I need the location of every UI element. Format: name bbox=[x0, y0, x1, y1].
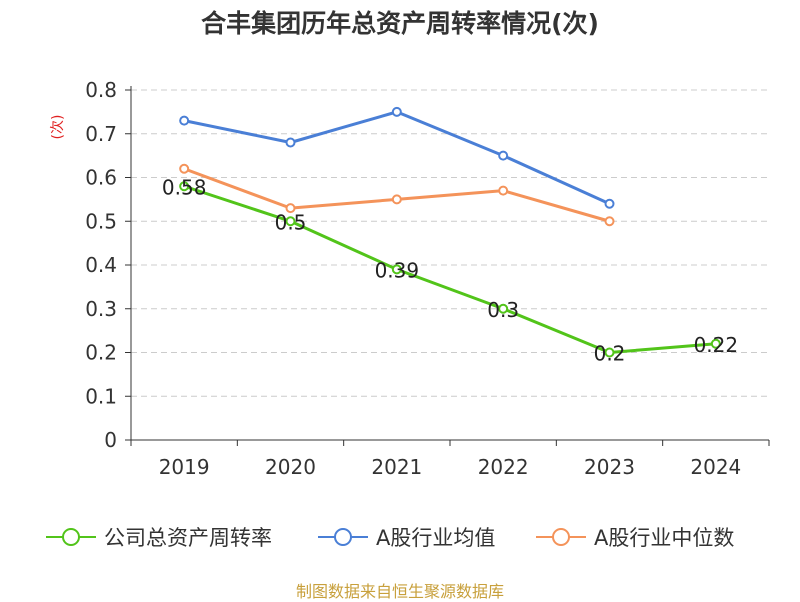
data-point bbox=[498, 303, 509, 314]
data-point bbox=[285, 203, 296, 214]
data-point bbox=[285, 137, 296, 148]
y-tick-label: 0 bbox=[104, 428, 117, 452]
data-label: 0.58 bbox=[162, 175, 207, 199]
x-tick-label: 2019 bbox=[159, 455, 210, 479]
data-label: 0.2 bbox=[594, 342, 626, 366]
y-tick-label: 0.6 bbox=[85, 166, 117, 190]
x-tick-label: 2022 bbox=[478, 455, 529, 479]
legend-item-company[interactable]: 公司总资产周转率 bbox=[46, 519, 272, 555]
data-label: 0.39 bbox=[375, 258, 420, 282]
data-label: 0.22 bbox=[694, 333, 739, 357]
data-point bbox=[604, 198, 615, 209]
data-point bbox=[498, 185, 509, 196]
legend: 公司总资产周转率 A股行业均值 A股行业中位数 bbox=[0, 519, 800, 555]
data-point bbox=[391, 264, 402, 275]
legend-marker-icon bbox=[536, 528, 586, 546]
y-tick-label: 0.7 bbox=[85, 122, 117, 146]
data-point bbox=[710, 338, 721, 349]
legend-label-industry-mean: A股行业均值 bbox=[376, 526, 496, 550]
data-point bbox=[604, 216, 615, 227]
series-line-1 bbox=[183, 110, 611, 206]
y-tick-label: 0.5 bbox=[85, 209, 117, 233]
y-tick-label: 0.3 bbox=[85, 297, 117, 321]
data-point bbox=[285, 216, 296, 227]
y-axis-label: (次) bbox=[50, 115, 66, 140]
data-point bbox=[498, 150, 509, 161]
legend-marker-icon bbox=[46, 528, 96, 546]
data-point bbox=[391, 106, 402, 117]
data-label: 0.5 bbox=[275, 210, 307, 234]
data-point bbox=[179, 181, 190, 192]
data-point bbox=[604, 347, 615, 358]
data-point bbox=[179, 115, 190, 126]
y-tick-label: 0.4 bbox=[85, 253, 117, 277]
legend-item-industry-mean[interactable]: A股行业均值 bbox=[318, 519, 495, 555]
legend-label-industry-median: A股行业中位数 bbox=[594, 526, 735, 550]
x-tick-label: 2024 bbox=[690, 455, 741, 479]
legend-item-industry-median[interactable]: A股行业中位数 bbox=[536, 519, 734, 555]
x-tick-label: 2023 bbox=[584, 455, 635, 479]
series-line-0 bbox=[183, 184, 716, 354]
legend-label-company: 公司总资产周转率 bbox=[104, 526, 272, 550]
x-tick-label: 2021 bbox=[371, 455, 422, 479]
data-point bbox=[179, 163, 190, 174]
chart-title: 合丰集团历年总资产周转率情况(次) bbox=[201, 9, 599, 38]
data-label: 0.3 bbox=[487, 298, 519, 322]
source-note: 制图数据来自恒生聚源数据库 bbox=[295, 582, 504, 601]
data-point bbox=[391, 194, 402, 205]
y-tick-label: 0.2 bbox=[85, 341, 117, 365]
y-tick-label: 0.8 bbox=[85, 78, 117, 102]
x-tick-label: 2020 bbox=[265, 455, 316, 479]
legend-marker-icon bbox=[318, 528, 368, 546]
y-tick-label: 0.1 bbox=[85, 384, 117, 408]
